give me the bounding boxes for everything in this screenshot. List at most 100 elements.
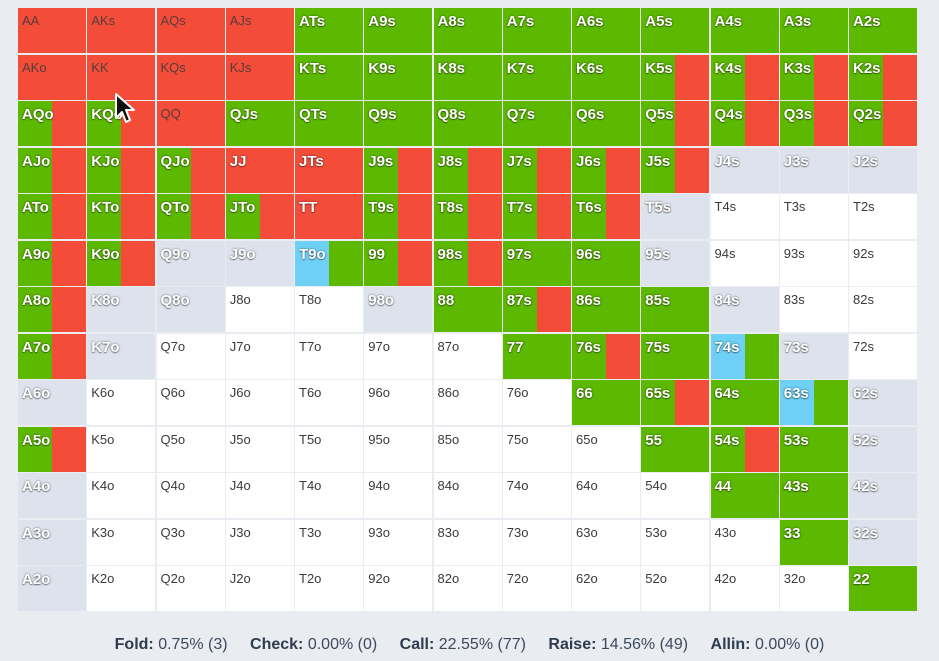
hand-cell[interactable]: 95s	[641, 240, 710, 286]
hand-cell[interactable]: 99	[364, 240, 433, 286]
hand-cell[interactable]: 52s	[849, 426, 917, 472]
hand-cell[interactable]: 82o	[433, 566, 502, 611]
hand-cell[interactable]: Q5o	[156, 426, 225, 472]
hand-cell[interactable]: J3o	[225, 519, 294, 565]
hand-cell[interactable]: QTs	[295, 101, 363, 146]
hand-cell[interactable]: Q6s	[572, 101, 640, 146]
hand-cell[interactable]: 85o	[433, 426, 502, 472]
hand-cell[interactable]: J5s	[641, 147, 710, 193]
hand-cell[interactable]: J8s	[433, 147, 502, 193]
hand-cell[interactable]: 76o	[502, 380, 571, 425]
hand-cell[interactable]: 75o	[502, 426, 571, 472]
hand-cell[interactable]: 83s	[779, 287, 848, 332]
hand-cell[interactable]: 66	[572, 380, 640, 425]
hand-cell[interactable]: 74s	[710, 333, 779, 379]
hand-cell[interactable]: J9s	[364, 147, 433, 193]
hand-cell[interactable]: Q4o	[156, 473, 225, 518]
hand-cell[interactable]: QTo	[156, 194, 225, 239]
hand-cell[interactable]: 54o	[641, 473, 710, 518]
hand-cell[interactable]: T5s	[641, 194, 710, 239]
hand-cell[interactable]: Q9s	[364, 101, 433, 146]
hand-cell[interactable]: K2s	[849, 54, 917, 100]
hand-cell[interactable]: JTo	[225, 194, 294, 239]
hand-cell[interactable]: K7s	[502, 54, 571, 100]
hand-cell[interactable]: T5o	[295, 426, 363, 472]
hand-cell[interactable]: A5s	[641, 8, 710, 53]
hand-cell[interactable]: K8s	[433, 54, 502, 100]
hand-cell[interactable]: 32s	[849, 519, 917, 565]
hand-cell[interactable]: T8s	[433, 194, 502, 239]
hand-cell[interactable]: 86s	[572, 287, 640, 332]
hand-cell[interactable]: J5o	[225, 426, 294, 472]
hand-cell[interactable]: 65s	[641, 380, 710, 425]
hand-cell[interactable]: AJs	[225, 8, 294, 53]
hand-cell[interactable]: K4o	[87, 473, 156, 518]
hand-cell[interactable]: K2o	[87, 566, 156, 611]
hand-cell[interactable]: 97s	[502, 240, 571, 286]
hand-cell[interactable]: J7s	[502, 147, 571, 193]
hand-cell[interactable]: 82s	[849, 287, 917, 332]
hand-cell[interactable]: ATo	[18, 194, 86, 239]
hand-cell[interactable]: A2s	[849, 8, 917, 53]
hand-cell[interactable]: T7s	[502, 194, 571, 239]
hand-cell[interactable]: 62o	[572, 566, 640, 611]
hand-cell[interactable]: K9o	[87, 240, 156, 286]
hand-cell[interactable]: Q2o	[156, 566, 225, 611]
hand-cell[interactable]: JJ	[225, 147, 294, 193]
hand-cell[interactable]: A7s	[502, 8, 571, 53]
hand-cell[interactable]: 92s	[849, 240, 917, 286]
hand-cell[interactable]: J9o	[225, 240, 294, 286]
hand-cell[interactable]: 73o	[502, 519, 571, 565]
hand-cell[interactable]: 75s	[641, 333, 710, 379]
hand-cell[interactable]: T9s	[364, 194, 433, 239]
hand-cell[interactable]: K6s	[572, 54, 640, 100]
hand-cell[interactable]: 77	[502, 333, 571, 379]
hand-cell[interactable]: 54s	[710, 426, 779, 472]
hand-cell[interactable]: 53s	[779, 426, 848, 472]
hand-cell[interactable]: Q3s	[779, 101, 848, 146]
hand-cell[interactable]: T4o	[295, 473, 363, 518]
hand-cell[interactable]: 42s	[849, 473, 917, 518]
hand-cell[interactable]: AKs	[87, 8, 156, 53]
hand-cell[interactable]: 72s	[849, 333, 917, 379]
hand-cell[interactable]: Q8o	[156, 287, 225, 332]
hand-cell[interactable]: Q8s	[433, 101, 502, 146]
hand-cell[interactable]: K9s	[364, 54, 433, 100]
hand-cell[interactable]: Q4s	[710, 101, 779, 146]
hand-cell[interactable]: Q2s	[849, 101, 917, 146]
hand-cell[interactable]: T6s	[572, 194, 640, 239]
hand-cell[interactable]: ATs	[295, 8, 363, 53]
hand-cell[interactable]: QQ	[156, 101, 225, 146]
hand-cell[interactable]: 62s	[849, 380, 917, 425]
hand-cell[interactable]: 87s	[502, 287, 571, 332]
hand-cell[interactable]: A4s	[710, 8, 779, 53]
hand-cell[interactable]: AQs	[156, 8, 225, 53]
hand-cell[interactable]: Q3o	[156, 519, 225, 565]
hand-cell[interactable]: Q7s	[502, 101, 571, 146]
hand-cell[interactable]: 94s	[710, 240, 779, 286]
hand-cell[interactable]: 63o	[572, 519, 640, 565]
hand-cell[interactable]: 83o	[433, 519, 502, 565]
hand-cell[interactable]: T4s	[710, 194, 779, 239]
hand-cell[interactable]: 43s	[779, 473, 848, 518]
hand-cell[interactable]: KTs	[295, 54, 363, 100]
hand-cell[interactable]: 85s	[641, 287, 710, 332]
hand-cell[interactable]: 32o	[779, 566, 848, 611]
hand-cell[interactable]: T7o	[295, 333, 363, 379]
hand-cell[interactable]: T6o	[295, 380, 363, 425]
hand-cell[interactable]: K5s	[641, 54, 710, 100]
hand-cell[interactable]: Q7o	[156, 333, 225, 379]
hand-cell[interactable]: T3o	[295, 519, 363, 565]
hand-cell[interactable]: K3o	[87, 519, 156, 565]
hand-cell[interactable]: 84s	[710, 287, 779, 332]
hand-cell[interactable]: K8o	[87, 287, 156, 332]
hand-cell[interactable]: AJo	[18, 147, 86, 193]
hand-cell[interactable]: AQo	[18, 101, 86, 146]
hand-cell[interactable]: AKo	[18, 54, 86, 100]
hand-cell[interactable]: K5o	[87, 426, 156, 472]
hand-cell[interactable]: J2o	[225, 566, 294, 611]
hand-cell[interactable]: 43o	[710, 519, 779, 565]
hand-cell[interactable]: 88	[433, 287, 502, 332]
hand-cell[interactable]: 44	[710, 473, 779, 518]
hand-cell[interactable]: 53o	[641, 519, 710, 565]
